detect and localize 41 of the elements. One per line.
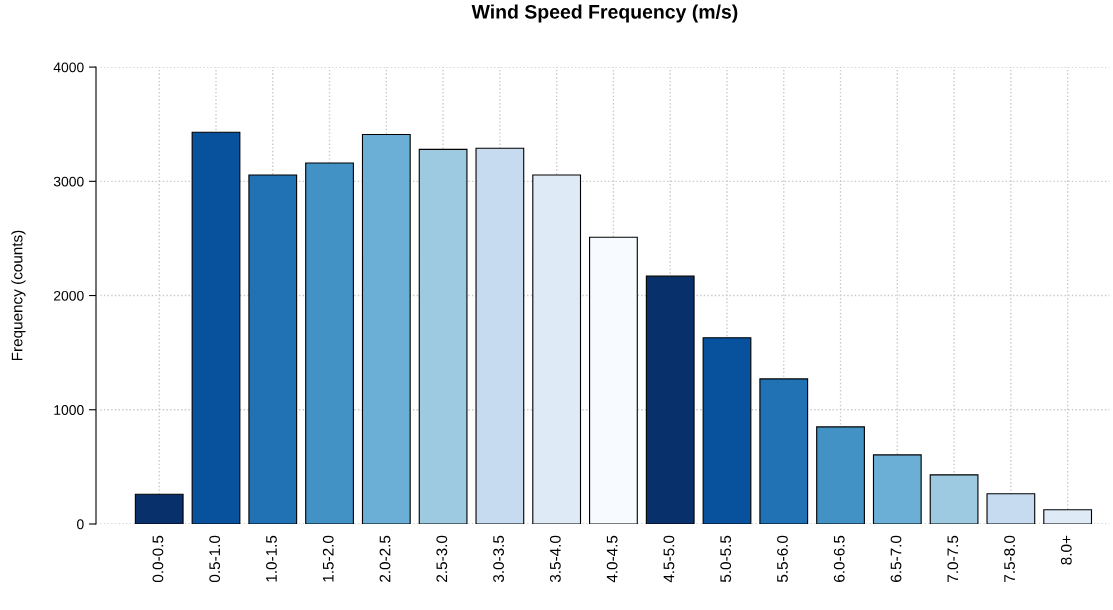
x-tick-label: 6.5-7.0 xyxy=(890,535,902,582)
x-tick-label: 7.0-7.5 xyxy=(947,535,959,582)
bar xyxy=(1043,509,1093,524)
y-tick-label: 1000 xyxy=(54,405,84,415)
x-tick-label: 3.0-3.5 xyxy=(493,535,504,583)
x-tick-label: 2.5-3.0 xyxy=(436,535,448,582)
y-axis-title: Frequency (counts) xyxy=(11,230,26,361)
y-tick-label: 0 xyxy=(77,519,84,530)
x-tick-label: 6.0-6.5 xyxy=(833,535,845,582)
bar xyxy=(532,174,582,524)
x-tick-label: 4.5-5.0 xyxy=(663,535,675,583)
bar xyxy=(702,337,752,524)
x-tick-label: 8.0+ xyxy=(1060,535,1072,565)
bar xyxy=(759,378,809,524)
x-tick-label: 2.0-2.5 xyxy=(379,535,391,582)
bar xyxy=(929,474,979,524)
x-tick-label: 7.5-8.0 xyxy=(1004,535,1015,582)
bar xyxy=(645,275,695,524)
x-tick-label: 4.0-4.5 xyxy=(606,535,618,583)
bar xyxy=(986,493,1036,524)
x-tick-label: 3.5-4.0 xyxy=(549,535,561,583)
y-tick-label: 4000 xyxy=(53,62,84,73)
bar xyxy=(248,174,298,524)
bar xyxy=(418,148,468,524)
y-tick-label: 2000 xyxy=(54,290,84,301)
bar xyxy=(872,454,922,524)
bar xyxy=(475,147,525,524)
bar xyxy=(589,236,638,524)
x-tick-label: 0.5-1.0 xyxy=(209,535,221,583)
x-tick-label: 5.5-6.0 xyxy=(777,535,788,583)
bar xyxy=(134,493,184,524)
bar xyxy=(305,162,354,524)
x-tick-label: 1.0-1.5 xyxy=(266,535,277,582)
x-tick-label: 0.0-0.5 xyxy=(152,535,164,583)
y-tick-label: 3000 xyxy=(53,176,84,187)
bar xyxy=(191,131,241,524)
chart-title: Wind Speed Frequency (m/s) xyxy=(471,4,738,23)
bar xyxy=(816,426,865,524)
x-tick-label: 1.5-2.0 xyxy=(322,535,334,582)
bar xyxy=(361,133,411,524)
x-tick-label: 5.0-5.5 xyxy=(720,535,732,583)
